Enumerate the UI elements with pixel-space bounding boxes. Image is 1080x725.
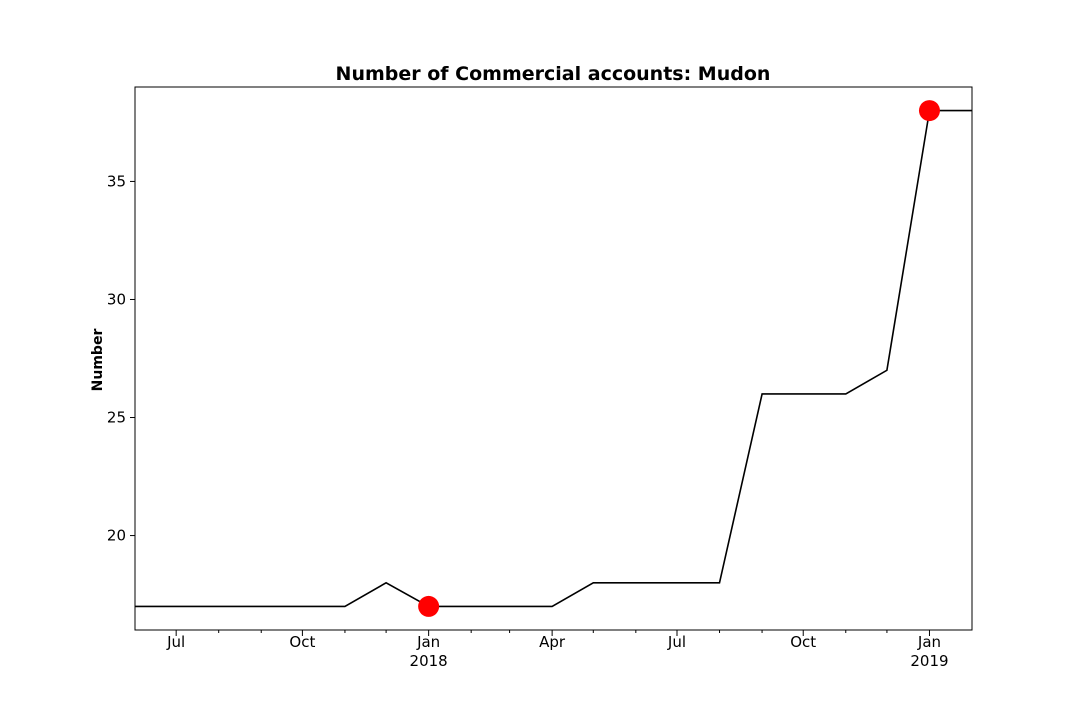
y-axis-label: Number (90, 329, 106, 392)
y-tick-label: 35 (107, 172, 126, 190)
plot-frame (134, 86, 973, 631)
x-tick-label: Jan (416, 633, 440, 651)
y-tick-label: 20 (107, 527, 126, 545)
y-tick-label: 25 (107, 409, 126, 427)
x-tick-label: Oct (790, 633, 816, 651)
x-tick-year-label: 2018 (410, 652, 448, 670)
series-line (135, 109, 972, 608)
chart-title: Number of Commercial accounts: Mudon (336, 63, 771, 85)
x-tick-label: Jul (667, 633, 686, 651)
highlight-marker (418, 595, 440, 617)
x-tick-label: Jan (917, 633, 941, 651)
x-tick-label: Jul (166, 633, 185, 651)
highlight-marker (918, 100, 940, 122)
x-tick-year-label: 2019 (910, 652, 948, 670)
x-tick-label: Apr (539, 633, 566, 651)
y-tick-label: 30 (107, 290, 126, 308)
x-tick-label: Oct (289, 633, 315, 651)
